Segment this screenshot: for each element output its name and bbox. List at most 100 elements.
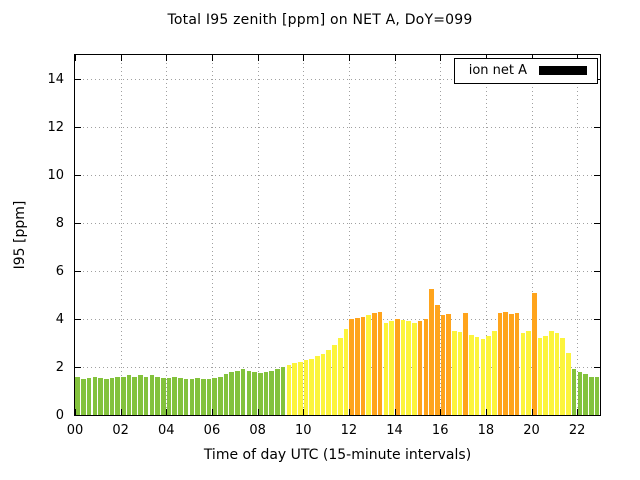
- chart-title: Total I95 zenith [ppm] on NET A, DoY=099: [167, 12, 473, 28]
- gridline-x: [120, 55, 122, 415]
- x-axis-label: Time of day UTC (15-minute intervals): [203, 447, 472, 463]
- x-tick-bottom: [120, 409, 122, 415]
- bar: [583, 374, 588, 415]
- bar: [263, 371, 269, 415]
- gridline-x: [166, 55, 168, 415]
- y-tick-right: [594, 367, 600, 368]
- bar: [577, 371, 583, 415]
- bar: [474, 337, 480, 415]
- gridline-x: [577, 55, 579, 415]
- bar: [412, 322, 417, 415]
- legend-swatch: [539, 66, 587, 75]
- plot-area: ion net A: [74, 54, 601, 416]
- bar: [526, 331, 531, 415]
- y-axis-label: I95 [ppm]: [12, 200, 28, 270]
- bar: [143, 376, 149, 415]
- x-tick-label: 12: [340, 423, 358, 438]
- bar: [531, 292, 537, 415]
- x-tick-bottom: [485, 409, 487, 415]
- bar: [434, 304, 440, 415]
- bar: [161, 377, 166, 415]
- bar: [309, 358, 314, 415]
- y-tick-left: [75, 415, 81, 416]
- bar: [166, 377, 172, 415]
- bar: [446, 314, 451, 415]
- x-tick-top: [257, 55, 259, 61]
- gridline-y: [75, 271, 600, 272]
- bar: [189, 379, 195, 415]
- bar: [252, 371, 257, 415]
- bar: [537, 338, 543, 415]
- gridline-x: [440, 55, 442, 415]
- y-tick-label: 4: [55, 312, 64, 327]
- bar: [503, 311, 508, 415]
- bar: [81, 379, 86, 415]
- bar: [200, 379, 206, 415]
- bar: [121, 376, 126, 415]
- x-tick-top: [120, 55, 122, 61]
- gridline-x: [394, 55, 396, 415]
- bar: [103, 379, 109, 415]
- bar: [126, 375, 132, 415]
- bar: [469, 334, 474, 415]
- y-tick-label: 0: [55, 408, 64, 423]
- bar: [138, 375, 143, 415]
- bar: [406, 321, 411, 415]
- bar: [92, 376, 98, 415]
- bar: [520, 333, 526, 415]
- x-tick-top: [440, 55, 442, 61]
- bar: [366, 315, 372, 415]
- bar: [183, 379, 189, 415]
- bar: [440, 315, 446, 415]
- bar: [429, 289, 434, 415]
- y-tick-label: 14: [47, 72, 64, 87]
- bar: [549, 331, 554, 415]
- x-tick-top: [75, 55, 76, 61]
- bar: [212, 377, 217, 415]
- gridline-y: [75, 79, 600, 80]
- bar: [258, 373, 263, 415]
- bar: [240, 369, 246, 415]
- x-tick-bottom: [577, 409, 579, 415]
- bar: [349, 319, 354, 415]
- x-tick-bottom: [531, 409, 533, 415]
- bar: [275, 369, 280, 415]
- bar: [332, 345, 337, 415]
- bar: [480, 339, 486, 415]
- y-tick-right: [594, 319, 600, 320]
- bar: [326, 350, 332, 415]
- bar: [320, 353, 326, 415]
- x-tick-bottom: [211, 409, 213, 415]
- x-tick-top: [303, 55, 305, 61]
- gridline-y: [75, 223, 600, 224]
- x-tick-label: 16: [431, 423, 449, 438]
- bar: [109, 377, 115, 415]
- gridline-y: [75, 127, 600, 128]
- x-tick-bottom: [75, 409, 76, 415]
- bar: [394, 319, 400, 415]
- y-tick-label: 6: [55, 264, 64, 279]
- bar: [343, 328, 349, 415]
- bar: [355, 317, 360, 415]
- gridline-y: [75, 319, 600, 320]
- gridline-x: [303, 55, 305, 415]
- gridline-x: [531, 55, 533, 415]
- x-tick-label: 06: [203, 423, 221, 438]
- bar: [594, 376, 600, 415]
- bar: [75, 376, 80, 415]
- bar: [286, 364, 292, 415]
- bar: [337, 338, 343, 415]
- bar: [389, 321, 394, 415]
- bar: [86, 377, 92, 415]
- y-tick-left: [75, 223, 81, 224]
- bar: [178, 377, 183, 415]
- legend: ion net A: [453, 58, 598, 84]
- bar: [269, 370, 275, 415]
- x-tick-bottom: [257, 409, 259, 415]
- bar: [206, 379, 212, 415]
- bar: [229, 371, 235, 415]
- x-tick-top: [348, 55, 350, 61]
- bar: [588, 376, 594, 415]
- x-tick-bottom: [166, 409, 168, 415]
